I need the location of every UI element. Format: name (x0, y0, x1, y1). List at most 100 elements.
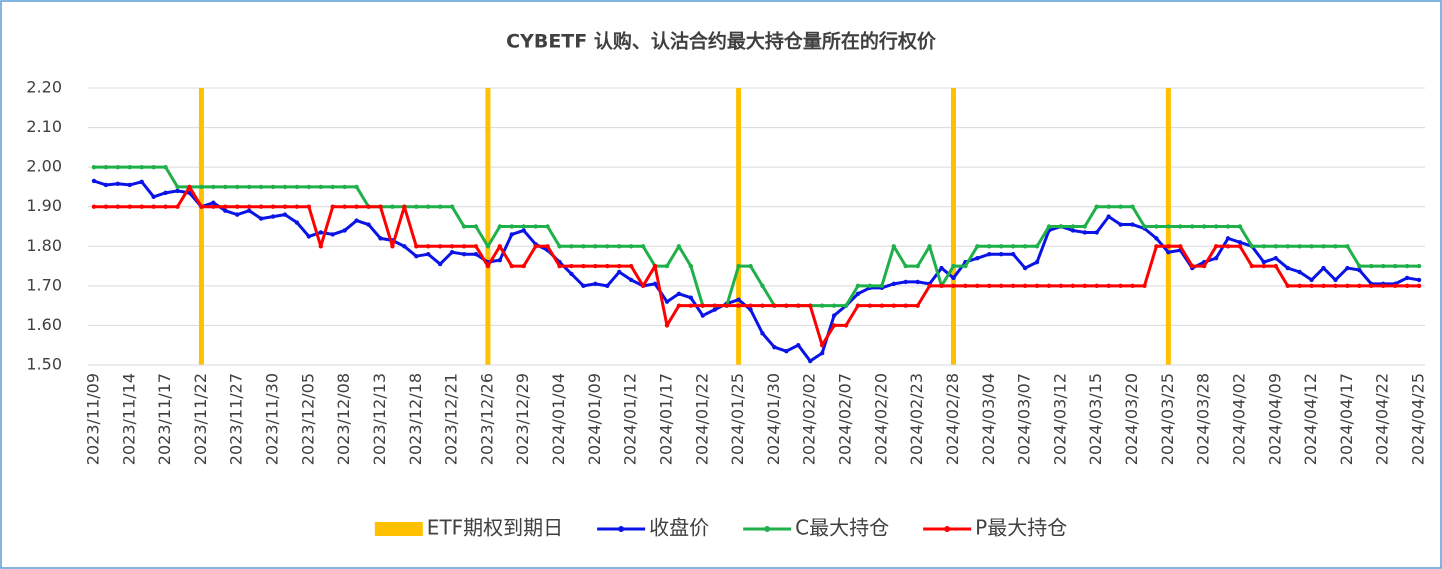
series-marker (258, 184, 264, 190)
series-marker (640, 283, 646, 289)
series-marker (1333, 244, 1338, 249)
series-marker (1166, 224, 1171, 229)
series-marker (115, 181, 121, 186)
series-marker (1237, 244, 1243, 249)
series-marker (1022, 244, 1028, 249)
series-marker (1213, 255, 1219, 261)
series-marker (1261, 244, 1267, 249)
expiry-bar (485, 88, 491, 365)
series-marker (1022, 283, 1028, 289)
x-tick-label: 2024/01/12 (621, 373, 640, 465)
series-marker (103, 164, 109, 170)
series-marker (282, 212, 288, 217)
x-tick-label: 2023/12/05 (298, 373, 317, 465)
series-marker (103, 182, 109, 188)
series-marker (927, 244, 932, 249)
series-marker (545, 224, 550, 229)
series-marker (246, 208, 252, 213)
series-marker (473, 244, 479, 249)
x-tick-label: 2023/12/18 (406, 373, 425, 465)
series-marker (999, 283, 1004, 289)
series-marker (246, 204, 252, 209)
x-tick-label: 2023/12/29 (513, 373, 532, 465)
series-marker (151, 164, 156, 170)
series-marker (127, 204, 132, 209)
series-marker (915, 263, 920, 269)
series-marker (891, 244, 896, 249)
series-marker (1297, 244, 1302, 249)
legend-swatch (374, 522, 423, 536)
series-marker (951, 263, 956, 269)
legend-label: 收盘价 (649, 516, 709, 540)
series-marker (664, 299, 670, 304)
series-marker (426, 252, 431, 257)
series-marker (1285, 283, 1290, 289)
x-tick-label: 2023/11/27 (227, 373, 246, 465)
series-marker (246, 184, 252, 190)
y-tick-label: 2.10 (26, 117, 62, 136)
series-marker (342, 228, 347, 233)
series-marker (1309, 244, 1314, 249)
series-marker (1022, 265, 1028, 271)
series-marker (640, 244, 646, 249)
series-marker (354, 184, 359, 190)
series-marker (461, 252, 467, 257)
series-marker (1237, 240, 1243, 245)
series-marker (688, 295, 694, 300)
series-marker (748, 307, 753, 312)
series-marker (1010, 244, 1016, 249)
series-marker (1142, 283, 1147, 289)
series-marker (1345, 283, 1350, 289)
series-marker (1034, 244, 1040, 249)
x-tick-label: 2023/12/26 (477, 373, 496, 465)
series-marker (736, 263, 741, 269)
series-marker (461, 244, 467, 249)
series-marker (569, 244, 574, 249)
series-marker (1190, 263, 1195, 269)
series-marker (593, 263, 598, 269)
series-marker (235, 184, 240, 190)
series-marker (1261, 263, 1267, 269)
y-tick-label: 2.20 (26, 78, 62, 97)
series-marker (199, 204, 204, 209)
series-marker (103, 204, 109, 209)
x-tick-label: 2024/03/25 (1158, 373, 1177, 465)
series-marker (664, 323, 670, 328)
series-marker (282, 184, 288, 190)
series-line (93, 165, 1420, 308)
series-marker (855, 283, 861, 289)
series-marker (473, 224, 479, 229)
series-marker (760, 303, 765, 308)
x-tick-label: 2024/01/22 (692, 373, 711, 465)
x-tick-label: 2024/03/28 (1194, 373, 1213, 465)
x-tick-label: 2024/04/25 (1409, 373, 1428, 465)
series-marker (330, 204, 335, 209)
series-marker (1273, 263, 1278, 269)
series-marker (390, 204, 395, 209)
series-marker (1058, 224, 1064, 229)
series-marker (748, 263, 753, 269)
series-marker (187, 184, 192, 190)
series-marker (1333, 283, 1338, 289)
series-marker (1058, 283, 1064, 289)
x-tick-label: 2024/03/12 (1050, 373, 1069, 465)
series-marker (712, 307, 717, 312)
series-marker (414, 244, 419, 249)
series-marker (652, 263, 658, 269)
series-marker (402, 244, 407, 249)
series-marker (521, 228, 526, 233)
series-marker (497, 244, 503, 249)
series-marker (1213, 244, 1219, 249)
series-marker (533, 244, 538, 249)
legend-label: ETF期权到期日 (427, 516, 563, 540)
y-tick-label: 2.00 (26, 157, 62, 176)
series-marker (258, 204, 264, 209)
series-marker (1106, 214, 1111, 219)
series-marker (903, 303, 908, 308)
series-marker (1416, 283, 1422, 289)
series-marker (366, 222, 371, 227)
series-marker (963, 263, 968, 269)
series-marker (449, 244, 455, 249)
series-marker (342, 204, 347, 209)
